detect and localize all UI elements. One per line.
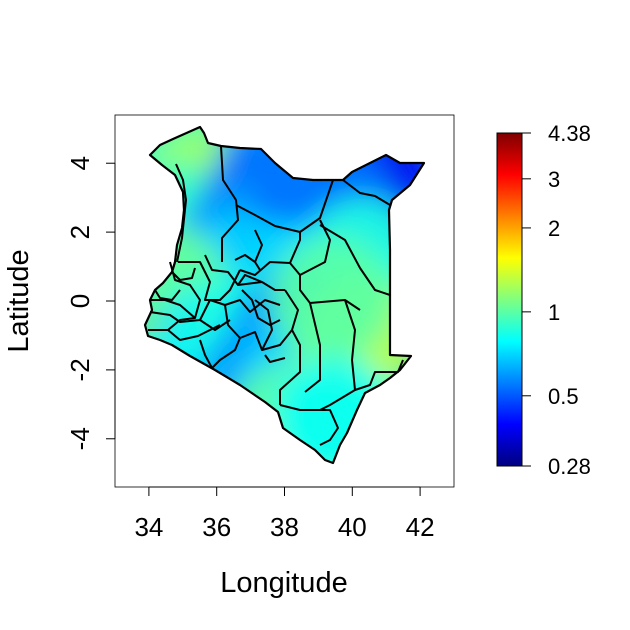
boundary-line [279, 289, 301, 405]
boundary-line [234, 254, 261, 271]
boundary-line [148, 324, 221, 341]
boundary-line [150, 299, 196, 319]
x-tick-label: 40 [338, 512, 367, 542]
x-tick-label: 36 [202, 512, 231, 542]
boundary-line [237, 274, 263, 286]
y-tick-label: 2 [65, 225, 95, 239]
x-tick-label: 34 [134, 512, 163, 542]
boundary-line [264, 354, 286, 363]
colorbar-rect [496, 132, 523, 467]
y-axis: 4 2 0 -2 -4 [65, 156, 116, 450]
boundary-line [304, 302, 321, 393]
y-tick-label: 0 [65, 294, 95, 308]
y-tick-label: 4 [65, 156, 95, 170]
boundary-line [279, 404, 339, 446]
boundary-line [149, 311, 231, 331]
boundary-line [199, 339, 213, 369]
boundary-line [319, 224, 391, 296]
colorbar-tick-label: 1 [548, 300, 560, 325]
boundary-line [220, 145, 239, 262]
y-tick-label: -2 [65, 358, 95, 381]
colorbar-tick-label: 0.28 [548, 454, 591, 479]
x-tick-label: 38 [270, 512, 299, 542]
boundary-line [211, 337, 241, 369]
boundary-line [319, 299, 356, 411]
colorbar-tick-label: 4.38 [548, 121, 591, 146]
boundary-line [239, 219, 331, 276]
colorbar-tick-label: 3 [548, 167, 560, 192]
y-tick-label: -4 [65, 427, 95, 450]
boundary-line [254, 229, 263, 263]
boundary-line [289, 232, 301, 264]
colorbar-tick-label: 2 [548, 216, 560, 241]
x-axis-title: Longitude [220, 567, 347, 599]
y-axis-title: Latitude [3, 249, 35, 352]
colorbar: 0.28 0.5 1 2 3 4.38 [496, 121, 591, 479]
boundary-line [342, 179, 391, 206]
field-sample [270, 235, 394, 360]
boundary-line [167, 261, 201, 331]
kenya-outline [143, 125, 426, 465]
colorbar-ticks: 0.28 0.5 1 2 3 4.38 [522, 121, 591, 479]
boundary-line [224, 304, 293, 351]
boundary-line [199, 299, 281, 321]
boundary-line [154, 289, 181, 301]
x-axis: 34 36 38 40 42 [134, 486, 435, 542]
field-sample [273, 356, 398, 463]
x-tick-label: 42 [406, 512, 435, 542]
boundary-line [241, 289, 281, 326]
boundary-line [354, 359, 404, 391]
boundary-line [254, 299, 273, 351]
boundary-line [178, 261, 241, 301]
colorbar-tick-label: 0.5 [548, 384, 579, 409]
boundary-line [175, 163, 187, 263]
